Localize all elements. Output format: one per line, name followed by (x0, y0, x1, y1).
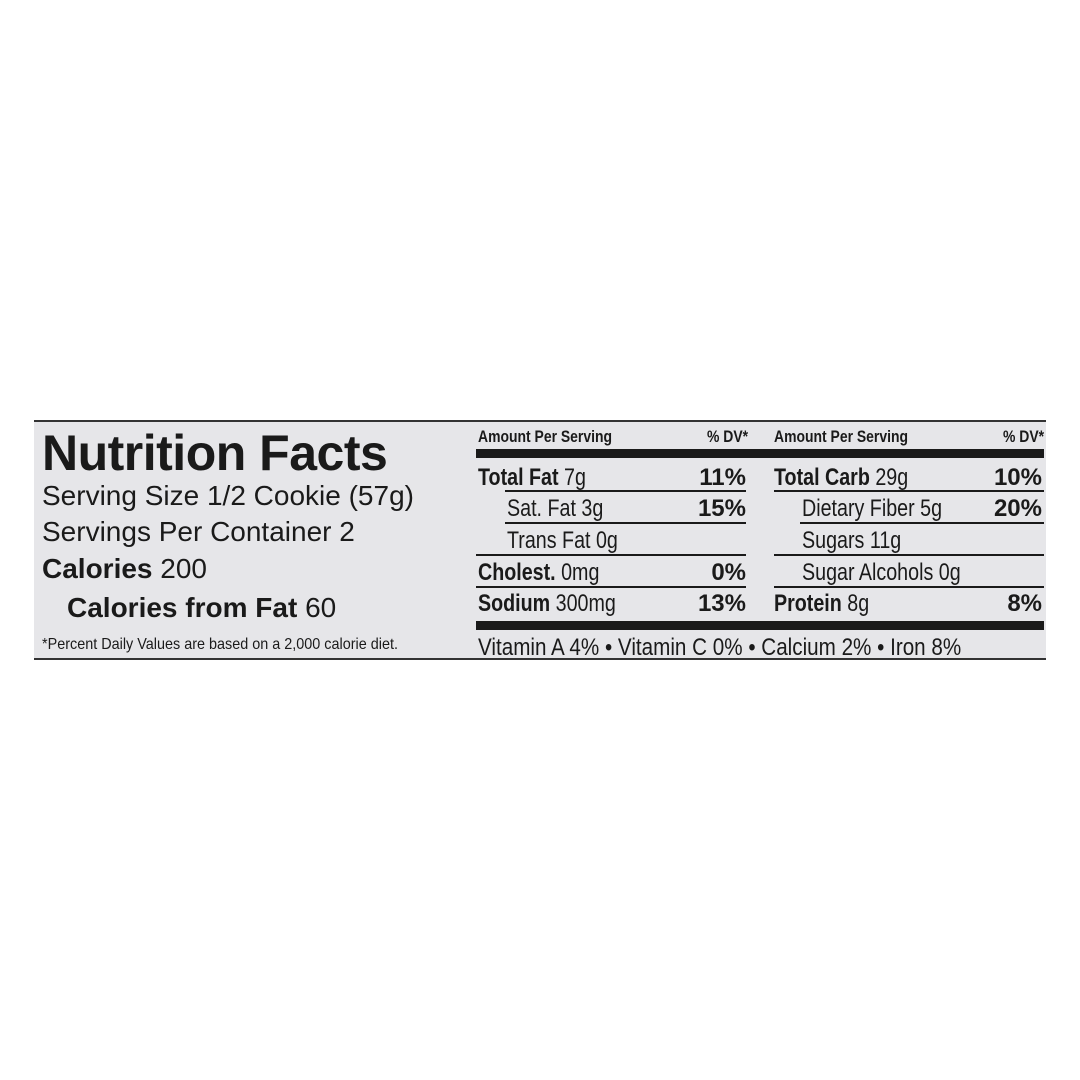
divider (800, 522, 1044, 524)
row-sugar-alcohols: Sugar Alcohols 0g (802, 559, 961, 586)
label-title: Nutrition Facts (42, 425, 388, 481)
amount-header-right: Amount Per Serving (774, 427, 909, 446)
calories: Calories 200 (42, 553, 207, 584)
row-sodium: Sodium 300mg (478, 590, 616, 617)
dv-total-carb: 10% (993, 464, 1042, 491)
dv-header-left: % DV* (706, 427, 748, 446)
footnote: *Percent Daily Values are based on a 2,0… (42, 636, 398, 653)
divider (505, 522, 746, 524)
amount-header-left: Amount Per Serving (478, 427, 613, 446)
row-total-carb: Total Carb 29g (774, 464, 909, 491)
vitamins-minerals: Vitamin A 4% • Vitamin C 0% • Calcium 2%… (478, 634, 962, 661)
row-trans-fat: Trans Fat 0g (507, 527, 618, 554)
row-dietary-fiber: Dietary Fiber 5g (802, 495, 943, 522)
divider (505, 490, 746, 492)
divider (774, 586, 1044, 588)
dv-cholesterol: 0% (711, 559, 746, 586)
calories-from-fat: Calories from Fat 60 (67, 592, 337, 623)
dv-dietary-fiber: 20% (993, 495, 1042, 522)
dv-total-fat: 11% (699, 464, 746, 491)
divider (774, 490, 1044, 492)
dv-header-right: % DV* (1002, 427, 1044, 446)
divider (476, 586, 746, 588)
dv-protein: 8% (1007, 590, 1042, 617)
row-total-fat: Total Fat 7g (478, 464, 586, 491)
servings-per-container: Servings Per Container 2 (42, 516, 355, 547)
row-cholesterol: Cholest. 0mg (478, 559, 600, 586)
divider (774, 554, 1044, 556)
row-sat-fat: Sat. Fat 3g (507, 495, 604, 522)
dv-sodium: 13% (697, 590, 746, 617)
row-sugars: Sugars 11g (802, 527, 902, 554)
dv-sat-fat: 15% (697, 495, 746, 522)
thick-divider (476, 621, 1044, 630)
nutrition-facts-label: Nutrition Facts Serving Size 1/2 Cookie … (34, 420, 1046, 661)
row-protein: Protein 8g (774, 590, 870, 617)
serving-size: Serving Size 1/2 Cookie (57g) (42, 480, 414, 511)
thick-divider (476, 449, 1044, 458)
divider (476, 554, 746, 556)
